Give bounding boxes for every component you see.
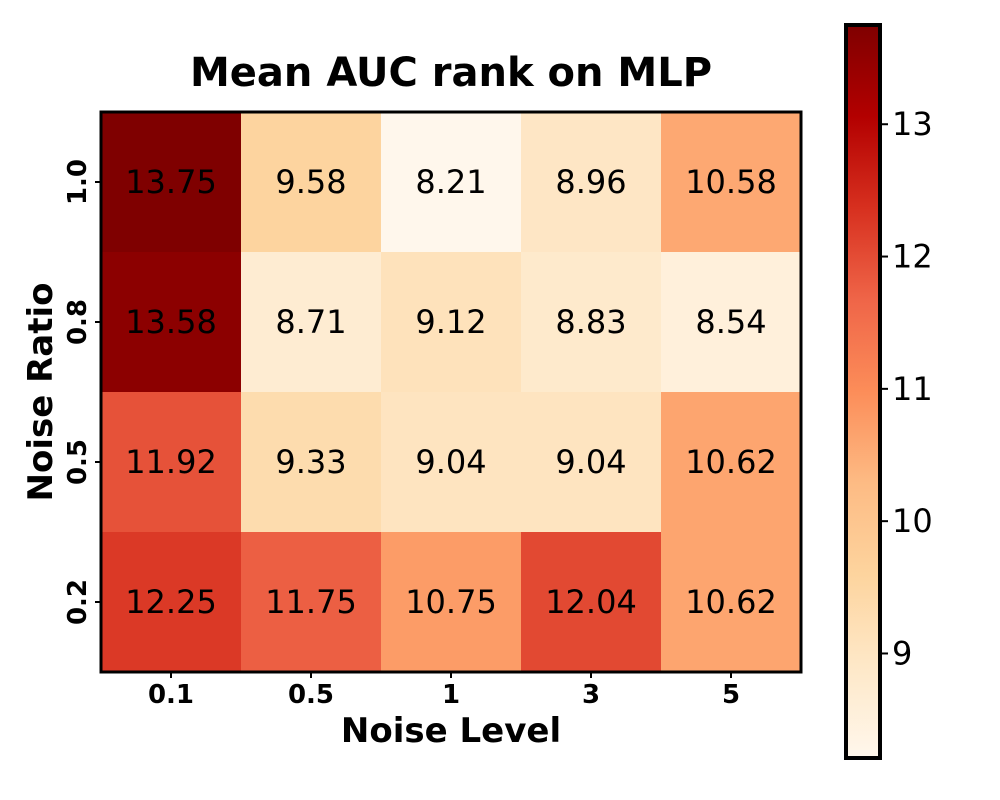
cell-value-label: 10.58 [685,163,777,201]
heatmap-cell [521,532,661,672]
y-axis-ticks: 1.0 0.8 0.5 0.2 [63,159,101,625]
chart-title: Mean AUC rank on MLP [190,50,712,96]
heatmap-cell [241,252,381,392]
cell-value-label: 10.62 [685,443,777,481]
heatmap-cell [381,532,521,672]
colorbar [846,25,880,758]
cell-value-label: 9.33 [275,443,346,481]
cell-value-label: 10.62 [685,583,777,621]
heatmap-cell [661,392,801,532]
cell-value-label: 13.58 [125,303,217,341]
cell-value-label: 8.83 [555,303,626,341]
colorbar-tick-label: 10 [892,502,933,540]
cell-value-label: 11.92 [125,443,217,481]
x-tick-label: 0.1 [148,680,194,710]
cell-value-label: 8.71 [275,303,346,341]
cell-value-label: 9.58 [275,163,346,201]
colorbar-frame [844,23,882,760]
heatmap-cell [101,252,241,392]
heatmap-cell [661,252,801,392]
cell-value-label: 9.04 [555,443,626,481]
cell-value-label: 11.75 [265,583,357,621]
cell-value-label: 12.25 [125,583,217,621]
heatmap-cell [241,532,381,672]
y-tick-label: 0.2 [63,579,93,625]
heatmap-cell [521,392,661,532]
heatmap-cells: 13.75 9.58 8.21 8.96 10.58 13.58 8.71 9.12 8.83 8… [101,112,801,672]
heatmap-cell [661,532,801,672]
cell-value-label: 10.75 [405,583,497,621]
colorbar-tick-label: 11 [892,370,933,408]
heatmap-cell [521,112,661,252]
colorbar-tick-label: 12 [892,238,933,276]
colorbar-tick-label: 13 [892,105,933,143]
heatmap-cell [521,252,661,392]
cell-value-label: 8.54 [695,303,766,341]
heatmap-cell [101,112,241,252]
cell-value-label: 8.21 [415,163,486,201]
heatmap-cell [381,112,521,252]
cell-value-label: 8.96 [555,163,626,201]
cell-value-label: 9.04 [415,443,486,481]
y-axis-label: Noise Ratio [21,283,61,502]
x-tick-label: 1 [442,680,460,710]
y-tick-label: 0.8 [63,299,93,345]
colorbar-tick-label: 9 [892,634,912,672]
y-tick-label: 0.5 [63,439,93,485]
heatmap-cell [381,252,521,392]
x-tick-label: 5 [722,680,740,710]
y-tick-label: 1.0 [63,159,93,205]
cell-value-label: 9.12 [415,303,486,341]
heatmap-cell [241,112,381,252]
x-tick-label: 3 [582,680,600,710]
colorbar-ticks: 9 10 11 12 13 [880,105,933,672]
cell-value-label: 13.75 [125,163,217,201]
heatmap-cell [101,392,241,532]
cell-value-label: 12.04 [545,583,637,621]
heatmap-cell [661,112,801,252]
heatmap-cell [381,392,521,532]
x-tick-label: 0.5 [288,680,334,710]
x-axis-ticks: 0.1 0.5 1 3 5 [148,672,740,710]
heatmap-cell [101,532,241,672]
heatmap-cell [241,392,381,532]
x-axis-label: Noise Level [341,711,561,751]
